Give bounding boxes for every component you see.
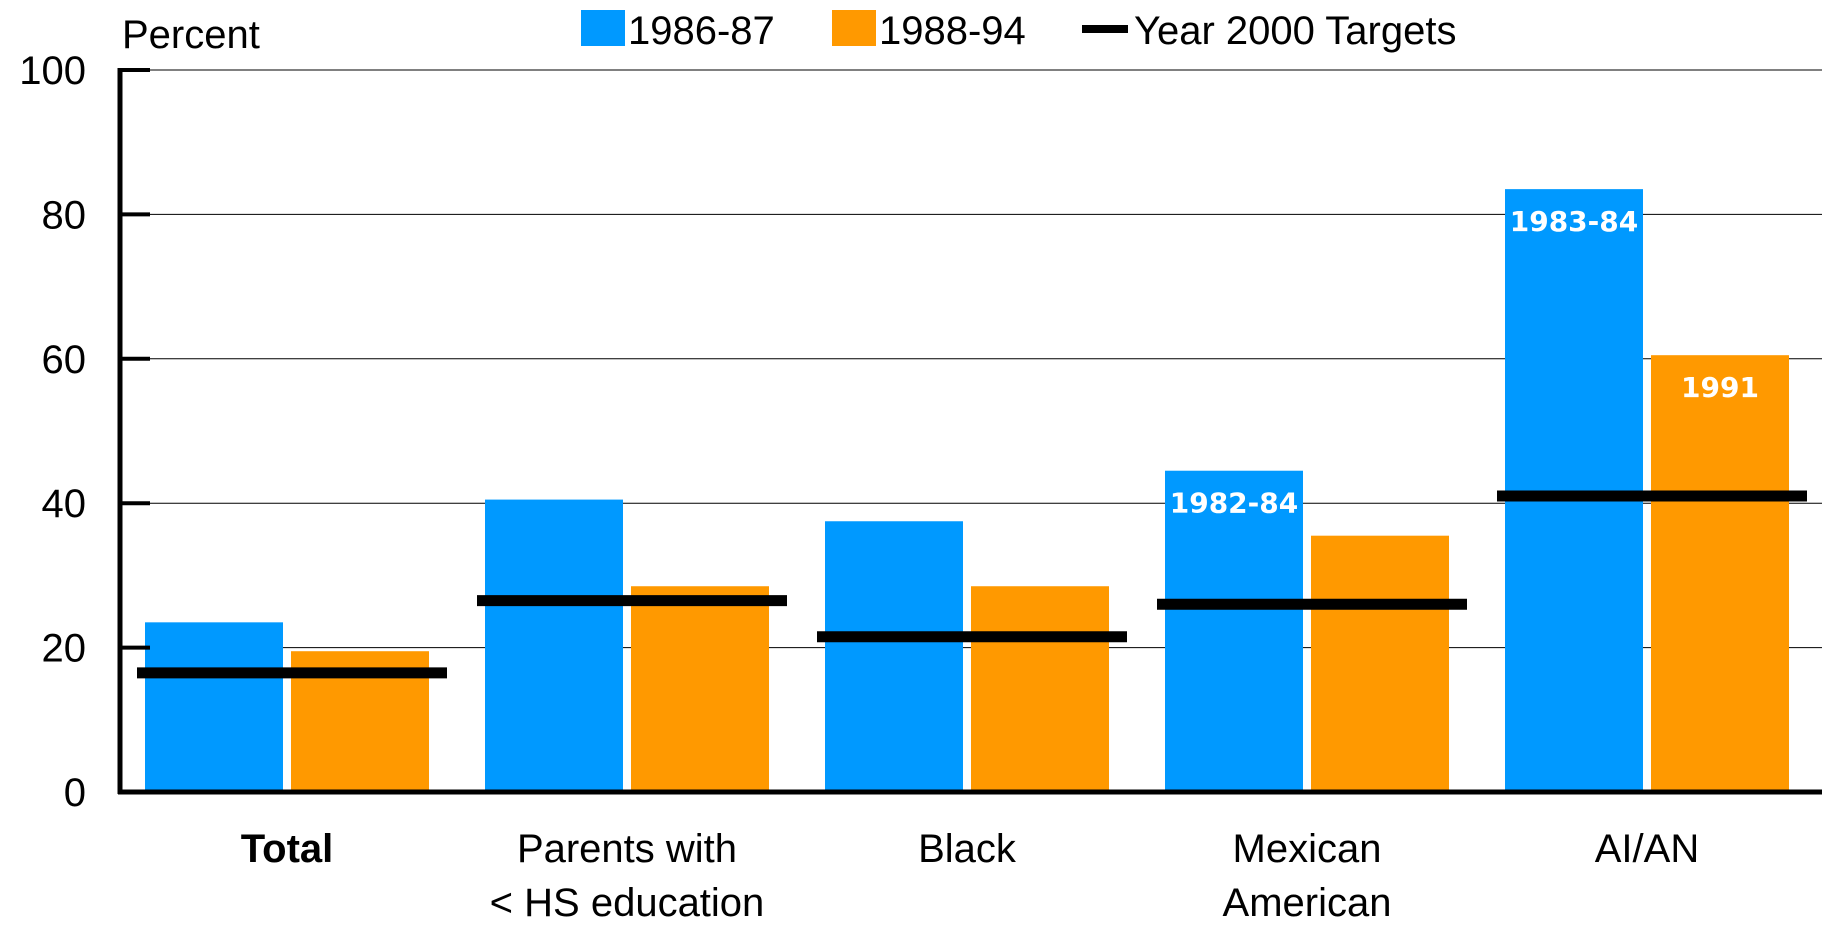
legend-label-1986-87: 1986-87 [628, 9, 775, 53]
bar-1988-94-cat2 [971, 586, 1109, 792]
y-tick-label-40: 40 [42, 482, 87, 526]
x-category-label-1-line1: < HS education [490, 881, 765, 925]
legend-swatch-1986-87 [581, 10, 625, 46]
y-tick-label-80: 80 [42, 193, 87, 237]
legend-label-targets: Year 2000 Targets [1134, 9, 1456, 53]
bar-1986-87-cat3 [1165, 470, 1303, 792]
bar-1986-87-cat1 [485, 499, 623, 792]
legend-swatch-1988-94 [832, 10, 876, 46]
bar-1986-87-cat0 [145, 622, 283, 792]
bar-label-1986-87-cat4: 1983-84 [1510, 205, 1639, 238]
bar-1988-94-cat4 [1651, 355, 1789, 792]
bar-1988-94-cat1 [631, 586, 769, 792]
legend: 1986-87 1988-94 Year 2000 Targets [581, 9, 1456, 53]
y-tick-label-20: 20 [42, 627, 87, 671]
bar-1988-94-cat3 [1311, 535, 1449, 792]
axes: 0 20 40 60 80 100 [19, 49, 1822, 815]
legend-label-1988-94: 1988-94 [879, 9, 1026, 53]
x-category-label-0-line0: Total [241, 827, 334, 871]
x-category-label-4-line0: AI/AN [1595, 827, 1699, 871]
x-category-label-3-line1: American [1223, 881, 1392, 925]
y-tick-label-0: 0 [64, 771, 86, 815]
bar-label-1988-94-cat4: 1991 [1681, 371, 1759, 404]
x-category-label-2-line0: Black [918, 827, 1017, 871]
bar-label-1986-87-cat3: 1982-84 [1170, 487, 1299, 520]
legend-swatch-targets [1082, 25, 1128, 33]
bar-labels: 1982-84 1983-84 1991 [1170, 205, 1759, 520]
x-category-label-1-line0: Parents with [517, 827, 737, 871]
x-category-label-3-line0: Mexican [1233, 827, 1382, 871]
y-tick-label-60: 60 [42, 338, 87, 382]
y-axis-title: Percent [122, 13, 260, 57]
bar-1986-87-cat2 [825, 521, 963, 792]
y-tick-label-100: 100 [19, 49, 86, 93]
category-labels: Total Parents with < HS education Black Mexi… [241, 827, 1700, 925]
target-lines [137, 490, 1807, 679]
